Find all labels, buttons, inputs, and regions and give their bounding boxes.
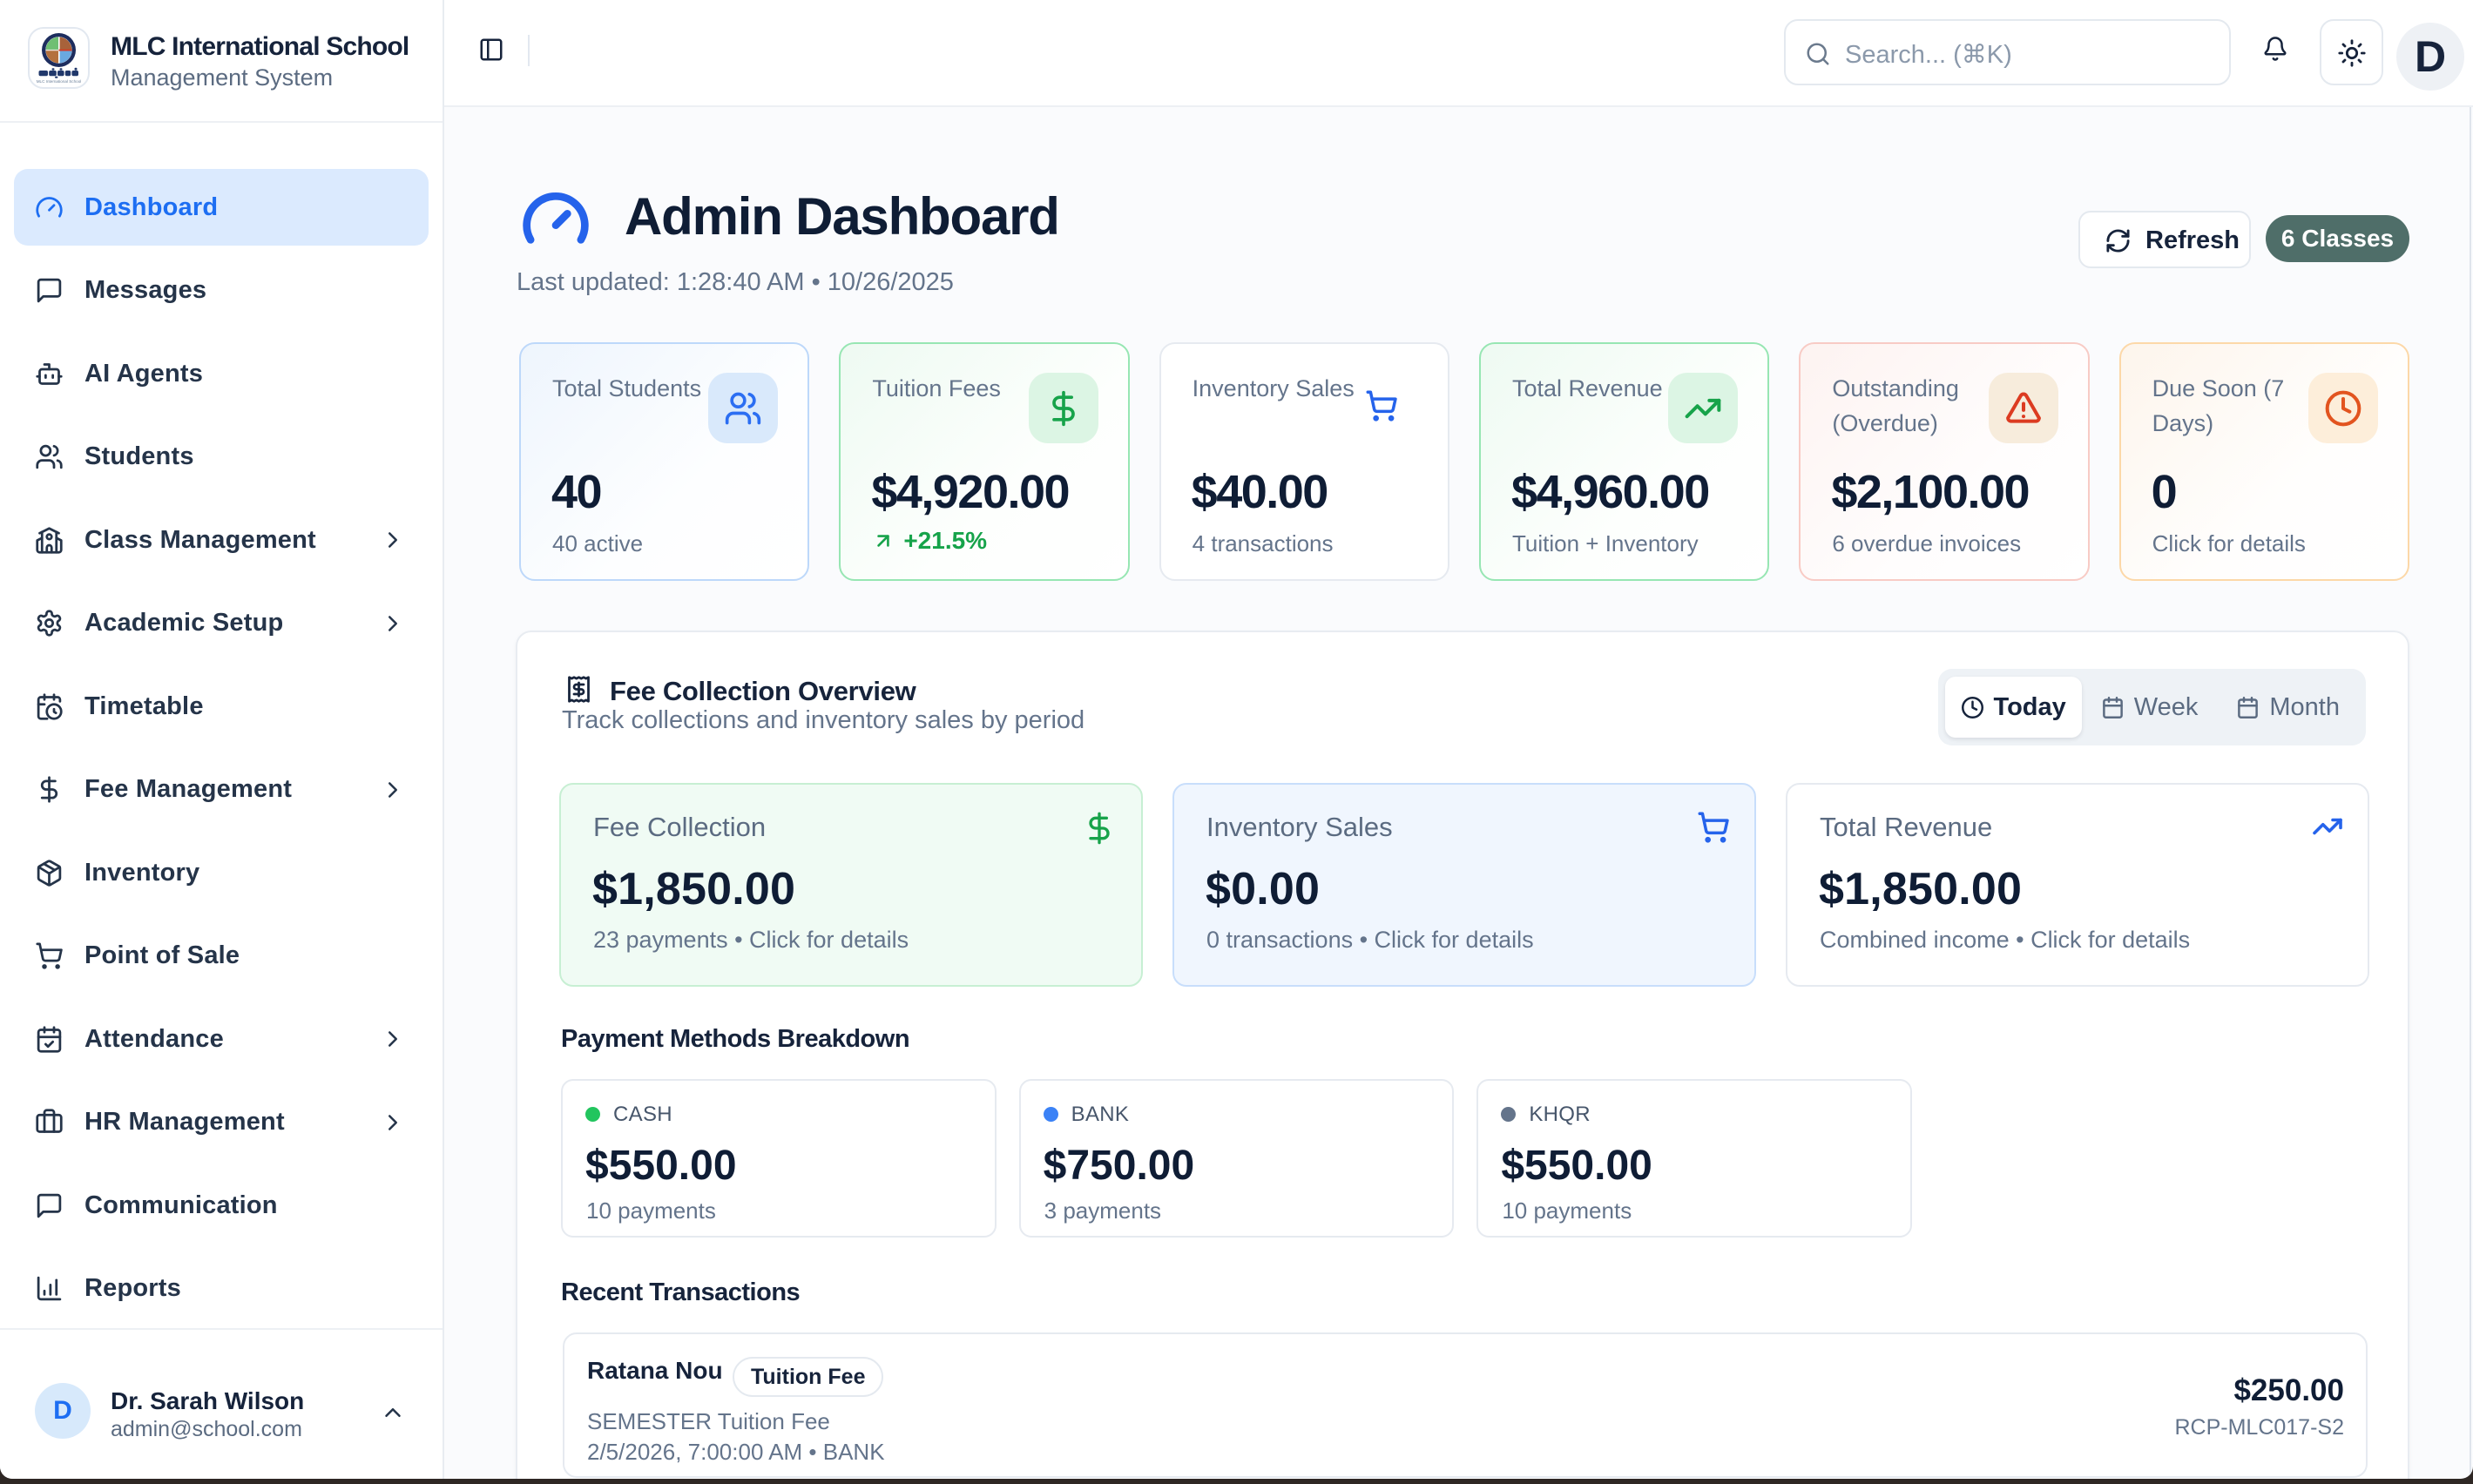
- svg-text:MLC International School: MLC International School: [37, 79, 82, 84]
